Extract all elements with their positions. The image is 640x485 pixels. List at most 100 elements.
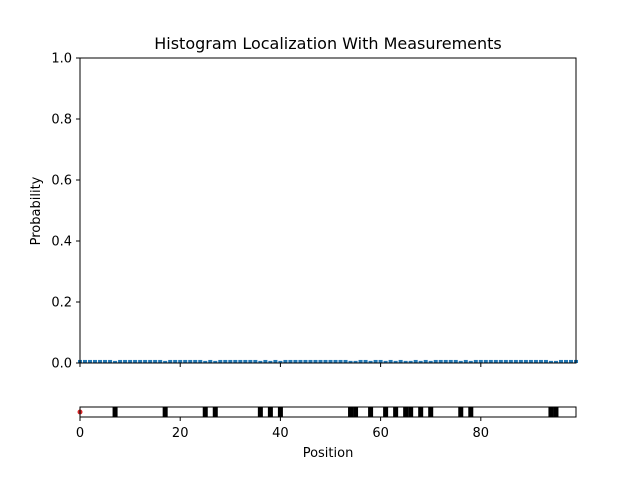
map-dark-cell [408, 407, 414, 417]
histogram-bar [428, 360, 433, 363]
map-dark-cell [202, 407, 208, 417]
histogram-bar [388, 359, 393, 363]
map-strip-frame [79, 406, 577, 418]
map-dark-cell [267, 407, 273, 417]
histogram-bar [148, 359, 153, 363]
map-dark-cell [348, 407, 354, 417]
histogram-bar [323, 359, 328, 363]
histogram-bar [408, 360, 413, 363]
histogram-bar [333, 359, 338, 363]
histogram-bar [278, 360, 283, 363]
histogram-bar [188, 359, 193, 363]
histogram-bar [198, 359, 203, 363]
histogram-bar [493, 359, 498, 363]
histogram-bar [168, 359, 173, 363]
histogram-bar [158, 359, 163, 363]
histogram-bar [368, 360, 373, 363]
histogram-bar [483, 359, 488, 363]
histogram-bar [568, 359, 573, 363]
histogram-bar [448, 359, 453, 363]
histogram-bar [218, 359, 223, 363]
histogram-bar [293, 359, 298, 363]
histogram-bar [213, 360, 218, 363]
position-tick-label: 40 [272, 426, 289, 441]
histogram-bar [373, 359, 378, 363]
position-tick-label: 20 [172, 426, 189, 441]
histogram-bar [113, 360, 118, 363]
map-dark-cell [212, 407, 218, 417]
y-tick-label: 0.2 [51, 296, 72, 311]
histogram-bar [318, 359, 323, 363]
histogram-bar [248, 359, 253, 363]
y-axis-ticks: 0.0 0.2 0.4 0.6 0.8 1.0 [51, 52, 80, 372]
histogram-bar [453, 359, 458, 363]
histogram-plot-frame [79, 57, 577, 364]
histogram-bar [138, 359, 143, 363]
map-dark-cell [428, 407, 434, 417]
histogram-bar [553, 360, 558, 363]
histogram-bar [503, 359, 508, 363]
histogram-bar [398, 359, 403, 363]
map-dark-cell [548, 407, 554, 417]
histogram-bar [283, 359, 288, 363]
histogram-bar [548, 360, 553, 363]
histogram-bar [418, 360, 423, 363]
position-tick-label: 0 [76, 426, 84, 441]
map-dark-cell [353, 407, 359, 417]
histogram-bar [133, 359, 138, 363]
histogram-bar [308, 359, 313, 363]
histogram-bar [263, 359, 268, 363]
map-dark-cell [277, 407, 283, 417]
histogram-bar [353, 360, 358, 363]
histogram-bar [378, 359, 383, 363]
histogram-bar [498, 359, 503, 363]
map-dark-cell [403, 407, 409, 417]
histogram-bar [393, 360, 398, 363]
map-dark-cell [162, 407, 168, 417]
histogram-bar [163, 360, 168, 363]
histogram-bar [193, 359, 198, 363]
histogram-bar [543, 359, 548, 363]
map-dark-cell [418, 407, 424, 417]
histogram-bar [128, 359, 133, 363]
histogram-bar [508, 359, 513, 363]
histogram-bar [478, 359, 483, 363]
histogram-bar [288, 359, 293, 363]
histogram-bar [88, 359, 93, 363]
histogram-bar [258, 360, 263, 363]
histogram-bar [313, 359, 318, 363]
map-dark-cell [368, 407, 374, 417]
histogram-bar [233, 359, 238, 363]
x-axis-label: Position [303, 446, 354, 461]
histogram-bar [243, 359, 248, 363]
histogram-bar [103, 359, 108, 363]
histogram-bar [303, 359, 308, 363]
histogram-bar [83, 359, 88, 363]
histogram-bar [268, 360, 273, 363]
y-tick-label: 0.6 [51, 174, 72, 189]
map-dark-cell [112, 407, 118, 417]
map-dark-cell [383, 407, 389, 417]
y-axis-label: Probability [29, 176, 44, 245]
histogram-bar [298, 359, 303, 363]
chart-title: Histogram Localization With Measurements [154, 34, 502, 53]
histogram-bar [98, 359, 103, 363]
histogram-bar [528, 359, 533, 363]
histogram-bar [348, 360, 353, 363]
y-tick-label: 0.4 [51, 235, 72, 250]
histogram-bar [403, 360, 408, 363]
histogram-bars [78, 359, 579, 363]
histogram-bar [463, 359, 468, 363]
map-dark-cell [553, 407, 559, 417]
histogram-bar [538, 359, 543, 363]
y-tick-label: 1.0 [51, 52, 72, 67]
map-dark-cell [468, 407, 474, 417]
position-axis-ticks: 0 20 40 60 80 [76, 417, 489, 441]
histogram-bar [183, 359, 188, 363]
histogram-bar [558, 359, 563, 363]
map-dark-cell [393, 407, 399, 417]
histogram-bar [118, 359, 123, 363]
histogram-chart: Histogram Localization With Measurements… [29, 34, 579, 372]
